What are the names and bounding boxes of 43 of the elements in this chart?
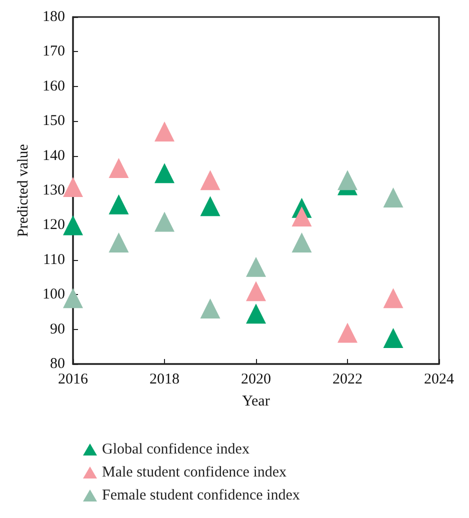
point bbox=[154, 212, 174, 232]
point bbox=[292, 206, 312, 227]
point bbox=[200, 298, 220, 318]
x-tick-label: 2022 bbox=[332, 372, 362, 388]
point bbox=[108, 194, 129, 214]
y-tick-label: 90 bbox=[50, 321, 65, 338]
y-tick-label: 160 bbox=[42, 78, 65, 94]
point bbox=[383, 187, 404, 208]
point bbox=[154, 163, 174, 184]
y-tick-label: 80 bbox=[50, 356, 65, 372]
point bbox=[338, 170, 358, 190]
point bbox=[383, 288, 404, 308]
point bbox=[154, 122, 174, 142]
point bbox=[200, 196, 220, 216]
point bbox=[108, 158, 129, 178]
x-tick-label: 2024 bbox=[424, 372, 454, 388]
point bbox=[63, 177, 83, 198]
y-tick-label: 100 bbox=[42, 286, 65, 303]
point bbox=[383, 328, 404, 348]
y-tick-label: 140 bbox=[42, 148, 65, 164]
x-tick-label: 2016 bbox=[58, 372, 88, 388]
y-tick-label: 170 bbox=[42, 44, 65, 60]
y-axis-title: Predicted value bbox=[16, 144, 32, 237]
point bbox=[200, 170, 220, 190]
y-tick-label: 180 bbox=[42, 9, 65, 25]
legend-label: Male student confidence index bbox=[102, 464, 288, 480]
legend-label: Global confidence index bbox=[102, 442, 250, 458]
y-tick-label: 120 bbox=[42, 217, 65, 234]
x-axis-title: Year bbox=[242, 394, 270, 410]
y-tick-label: 110 bbox=[43, 252, 65, 268]
legend-label: Female student confidence index bbox=[102, 488, 300, 504]
x-tick-label: 2018 bbox=[150, 372, 180, 388]
point bbox=[246, 281, 266, 302]
point bbox=[63, 215, 83, 236]
point bbox=[108, 232, 129, 253]
point bbox=[246, 256, 266, 277]
point bbox=[63, 288, 83, 308]
y-tick-label: 130 bbox=[42, 182, 65, 198]
x-tick-label: 2020 bbox=[241, 372, 271, 388]
point bbox=[292, 232, 312, 253]
point bbox=[246, 304, 266, 324]
point bbox=[338, 322, 358, 343]
y-tick-label: 150 bbox=[42, 113, 65, 130]
